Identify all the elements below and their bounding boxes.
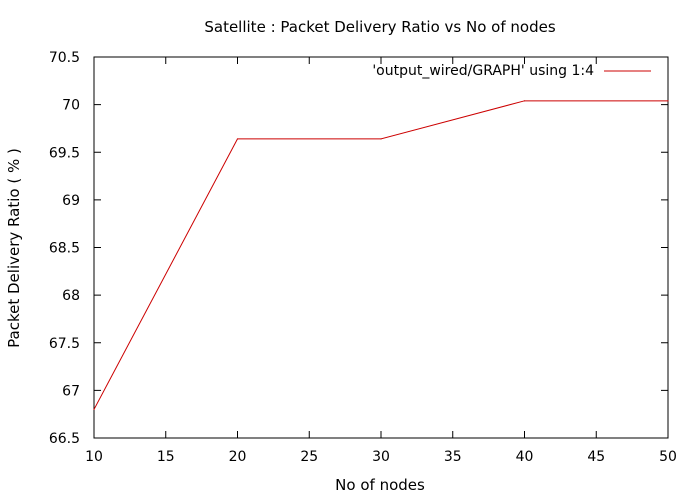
legend: 'output_wired/GRAPH' using 1:4 [372, 63, 651, 79]
x-tick-label: 10 [85, 449, 103, 465]
x-tick-label: 35 [444, 449, 462, 465]
y-tick-label: 68 [62, 288, 80, 304]
legend-label: 'output_wired/GRAPH' using 1:4 [372, 63, 594, 79]
y-tick-label: 67.5 [49, 336, 80, 352]
y-tick-label: 69 [62, 193, 80, 209]
y-tick-label: 69.5 [49, 145, 80, 161]
x-axis: 10 15 20 25 30 35 40 45 50 [85, 57, 677, 465]
x-tick-label: 15 [157, 449, 175, 465]
x-tick-label: 25 [300, 449, 318, 465]
data-point [523, 100, 526, 102]
y-tick-label: 70 [62, 98, 80, 114]
data-point [236, 138, 239, 140]
y-axis: 66.5 67 67.5 68 68.5 69 69.5 70 70.5 [49, 50, 668, 447]
y-tick-label: 70.5 [49, 50, 80, 66]
y-tick-label: 67 [62, 383, 80, 399]
data-point [380, 138, 382, 140]
y-axis-label: Packet Delivery Ratio ( % ) [5, 148, 23, 348]
data-point [667, 100, 669, 102]
series-layer [93, 100, 669, 411]
x-axis-label: No of nodes [335, 476, 425, 494]
y-tick-label: 66.5 [49, 431, 80, 447]
y-tick-label: 68.5 [49, 241, 80, 257]
data-point [93, 408, 95, 411]
x-tick-label: 50 [659, 449, 677, 465]
x-tick-label: 30 [372, 449, 390, 465]
series-line [93, 100, 668, 410]
chart-title: Satellite : Packet Delivery Ratio vs No … [204, 18, 555, 36]
x-tick-label: 40 [516, 449, 534, 465]
x-tick-label: 45 [587, 449, 605, 465]
x-tick-label: 20 [229, 449, 247, 465]
